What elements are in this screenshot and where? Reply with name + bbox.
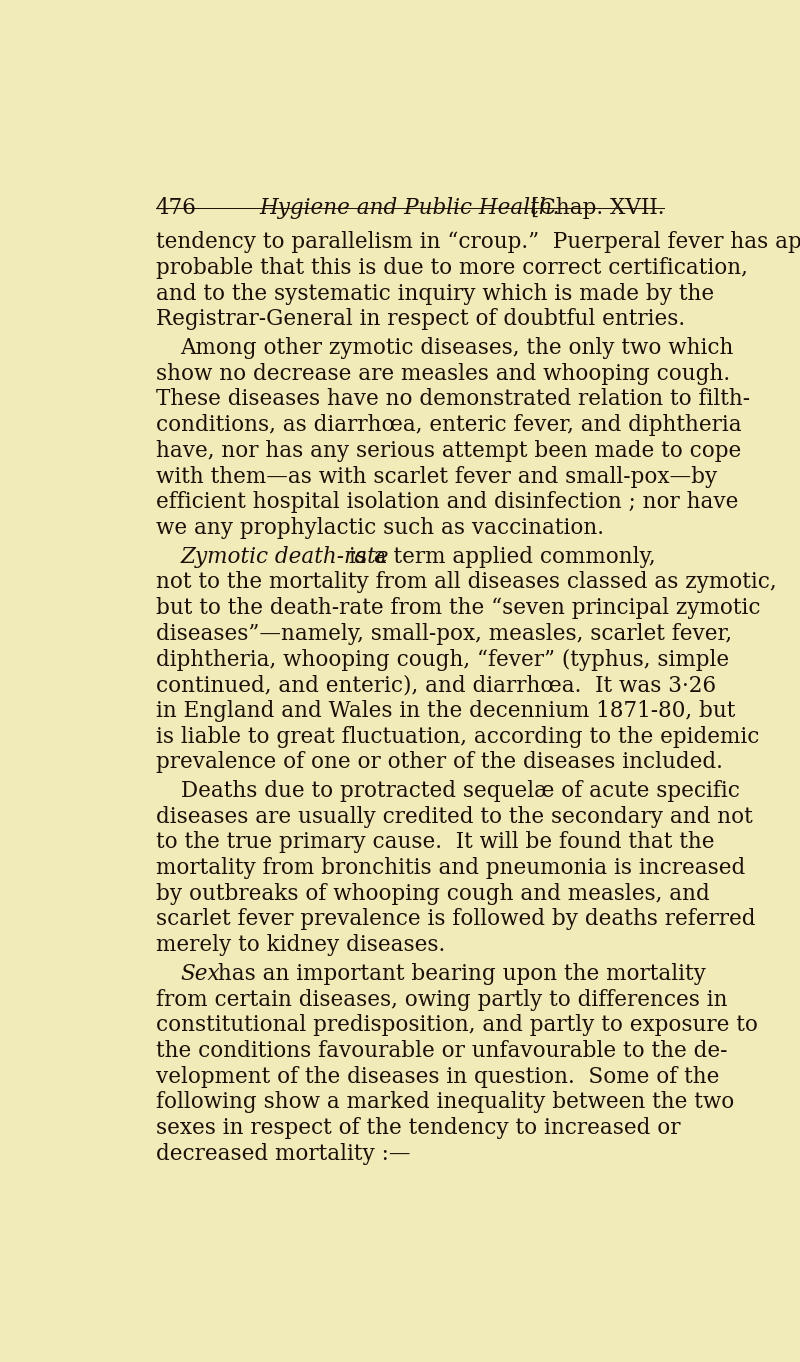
Text: probable that this is due to more correct certification,: probable that this is due to more correc… xyxy=(156,257,748,279)
Text: Deaths due to protracted sequelæ of acute specific: Deaths due to protracted sequelæ of acut… xyxy=(181,780,739,802)
Text: Hygiene and Public Health.: Hygiene and Public Health. xyxy=(260,197,560,219)
Text: in England and Wales in the decennium 1871-80, but: in England and Wales in the decennium 18… xyxy=(156,700,735,722)
Text: Zymotic death-rate: Zymotic death-rate xyxy=(181,546,389,568)
Text: diseases”—namely, small-pox, measles, scarlet fever,: diseases”—namely, small-pox, measles, sc… xyxy=(156,622,732,644)
Text: merely to kidney diseases.: merely to kidney diseases. xyxy=(156,934,445,956)
Text: but to the death-rate from the “seven principal zymotic: but to the death-rate from the “seven pr… xyxy=(156,597,760,620)
Text: 476: 476 xyxy=(156,197,197,219)
Text: is liable to great fluctuation, according to the epidemic: is liable to great fluctuation, accordin… xyxy=(156,726,759,748)
Text: prevalence of one or other of the diseases included.: prevalence of one or other of the diseas… xyxy=(156,752,722,774)
Text: following show a marked inequality between the two: following show a marked inequality betwe… xyxy=(156,1091,734,1113)
Text: diphtheria, whooping cough, “fever” (typhus, simple: diphtheria, whooping cough, “fever” (typ… xyxy=(156,648,729,670)
Text: Sex: Sex xyxy=(181,963,220,985)
Text: have, nor has any serious attempt been made to cope: have, nor has any serious attempt been m… xyxy=(156,440,741,462)
Text: These diseases have no demonstrated relation to filth-: These diseases have no demonstrated rela… xyxy=(156,388,750,410)
Text: we any prophylactic such as vaccination.: we any prophylactic such as vaccination. xyxy=(156,518,604,539)
Text: scarlet fever prevalence is followed by deaths referred: scarlet fever prevalence is followed by … xyxy=(156,908,755,930)
Text: conditions, as diarrhœa, enteric fever, and diphtheria: conditions, as diarrhœa, enteric fever, … xyxy=(156,414,742,436)
Text: by outbreaks of whooping cough and measles, and: by outbreaks of whooping cough and measl… xyxy=(156,883,710,904)
Text: has an important bearing upon the mortality: has an important bearing upon the mortal… xyxy=(211,963,706,985)
Text: decreased mortality :—: decreased mortality :— xyxy=(156,1143,410,1165)
Text: sexes in respect of the tendency to increased or: sexes in respect of the tendency to incr… xyxy=(156,1117,680,1139)
Text: [Chap. XVII.: [Chap. XVII. xyxy=(530,197,664,219)
Text: tendency to parallelism in “croup.”  Puerperal fever has apparently gained groun: tendency to parallelism in “croup.” Puer… xyxy=(156,232,800,253)
Text: continued, and enteric), and diarrhœa.  It was 3·26: continued, and enteric), and diarrhœa. I… xyxy=(156,674,716,696)
Text: not to the mortality from all diseases classed as zymotic,: not to the mortality from all diseases c… xyxy=(156,572,777,594)
Text: from certain diseases, owing partly to differences in: from certain diseases, owing partly to d… xyxy=(156,989,727,1011)
Text: to the true primary cause.  It will be found that the: to the true primary cause. It will be fo… xyxy=(156,831,714,854)
Text: is a term applied commonly,: is a term applied commonly, xyxy=(342,546,656,568)
Text: velopment of the diseases in question.  Some of the: velopment of the diseases in question. S… xyxy=(156,1065,719,1088)
Text: constitutional predisposition, and partly to exposure to: constitutional predisposition, and partl… xyxy=(156,1015,758,1036)
Text: Registrar-General in respect of doubtful entries.: Registrar-General in respect of doubtful… xyxy=(156,308,685,330)
Text: with them—as with scarlet fever and small-pox—by: with them—as with scarlet fever and smal… xyxy=(156,466,717,488)
Text: and to the systematic inquiry which is made by the: and to the systematic inquiry which is m… xyxy=(156,282,714,305)
Text: diseases are usually credited to the secondary and not: diseases are usually credited to the sec… xyxy=(156,806,753,828)
Text: efficient hospital isolation and disinfection ; nor have: efficient hospital isolation and disinfe… xyxy=(156,492,738,513)
Text: show no decrease are measles and whooping cough.: show no decrease are measles and whoopin… xyxy=(156,362,730,384)
Text: mortality from bronchitis and pneumonia is increased: mortality from bronchitis and pneumonia … xyxy=(156,857,745,878)
Text: Among other zymotic diseases, the only two which: Among other zymotic diseases, the only t… xyxy=(181,336,734,360)
Text: the conditions favourable or unfavourable to the de-: the conditions favourable or unfavourabl… xyxy=(156,1041,727,1062)
